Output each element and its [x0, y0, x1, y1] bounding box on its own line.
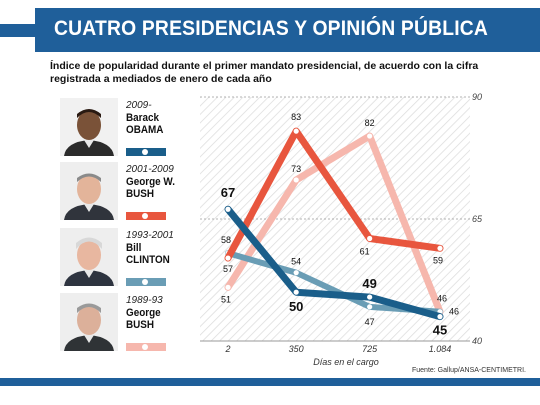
- data-label: 67: [221, 185, 235, 200]
- photo-obama: [60, 98, 118, 156]
- data-label: 82: [365, 118, 375, 128]
- x-tick-label: 725: [362, 344, 378, 354]
- data-label: 58: [221, 235, 231, 245]
- series-line: [224, 132, 444, 316]
- header-bar: [35, 8, 540, 52]
- legend-last-name: OBAMA: [126, 124, 164, 136]
- header: CUATRO PRESIDENCIAS Y OPINIÓN PÚBLICA: [0, 8, 540, 52]
- legend-years: 2001-2009: [126, 164, 174, 175]
- legend-years: 1989-93: [126, 295, 163, 306]
- y-tick-label: 40: [472, 336, 482, 346]
- data-point: [293, 128, 299, 134]
- data-point: [437, 245, 443, 251]
- y-tick-label: 65: [472, 214, 483, 224]
- x-tick-label: 1.084: [429, 344, 452, 354]
- legend-last-name: CLINTON: [126, 254, 170, 266]
- photo-clinton: [60, 228, 118, 286]
- legend-last-name: BUSH: [126, 319, 155, 331]
- data-point: [225, 284, 231, 290]
- y-tick-label: 90: [472, 92, 482, 102]
- data-label: 73: [291, 164, 301, 174]
- legend-swatch: [126, 148, 166, 156]
- legend-swatch: [126, 212, 166, 220]
- legend-first-name: Barack: [126, 112, 160, 124]
- legend-item-clinton: 1993-2001 Bill CLINTON: [60, 228, 200, 290]
- x-tick-label: 350: [289, 344, 304, 354]
- data-label: 51: [221, 294, 231, 304]
- legend-first-name: Bill: [126, 242, 142, 254]
- data-point: [367, 235, 373, 242]
- legend-swatch: [126, 278, 166, 286]
- data-label: 46: [437, 294, 447, 304]
- data-label: 45: [433, 323, 447, 338]
- data-point: [367, 304, 373, 310]
- x-tick-label: 2: [224, 344, 230, 354]
- data-point: [225, 255, 231, 261]
- legend-years: 1993-2001: [126, 230, 174, 241]
- data-label: 57: [223, 264, 233, 274]
- data-point: [437, 314, 443, 320]
- data-point: [367, 133, 373, 139]
- legend-years: 2009-: [126, 100, 152, 111]
- legend-item-bushsr: 1989-93 George BUSH: [60, 293, 200, 355]
- data-label: 59: [433, 255, 443, 265]
- x-axis-label: Días en el cargo: [313, 357, 379, 367]
- legend-first-name: George W.: [126, 176, 175, 188]
- data-point: [225, 206, 231, 212]
- source-note: Fuente: Gallup/ANSA-CENTIMETRI.: [412, 367, 526, 374]
- data-label: 47: [365, 317, 375, 327]
- legend-first-name: George: [126, 307, 161, 319]
- data-label: 54: [291, 257, 301, 267]
- header-stripe: [0, 24, 35, 37]
- data-label: 83: [291, 112, 301, 122]
- page-title: CUATRO PRESIDENCIAS Y OPINIÓN PÚBLICA: [54, 17, 489, 40]
- legend-swatch: [126, 343, 166, 351]
- photo-bushw: [60, 162, 118, 220]
- series-line: [224, 205, 444, 321]
- data-label: 46: [449, 307, 459, 317]
- photo-bushsr: [60, 293, 118, 351]
- footer-bar: [0, 378, 540, 386]
- data-label: 49: [362, 276, 376, 291]
- legend-last-name: BUSH: [126, 188, 155, 200]
- legend-item-obama: 2009- Barack OBAMA: [60, 98, 200, 160]
- data-label: 61: [360, 247, 370, 257]
- legend-item-bushw: 2001-2009 George W. BUSH: [60, 162, 200, 224]
- data-point: [293, 270, 299, 276]
- data-label: 50: [289, 299, 303, 314]
- data-point: [293, 177, 299, 183]
- data-point: [293, 289, 299, 295]
- series-line: [224, 127, 444, 262]
- chart-subtitle: Índice de popularidad durante el primer …: [50, 60, 479, 85]
- data-point: [367, 294, 373, 300]
